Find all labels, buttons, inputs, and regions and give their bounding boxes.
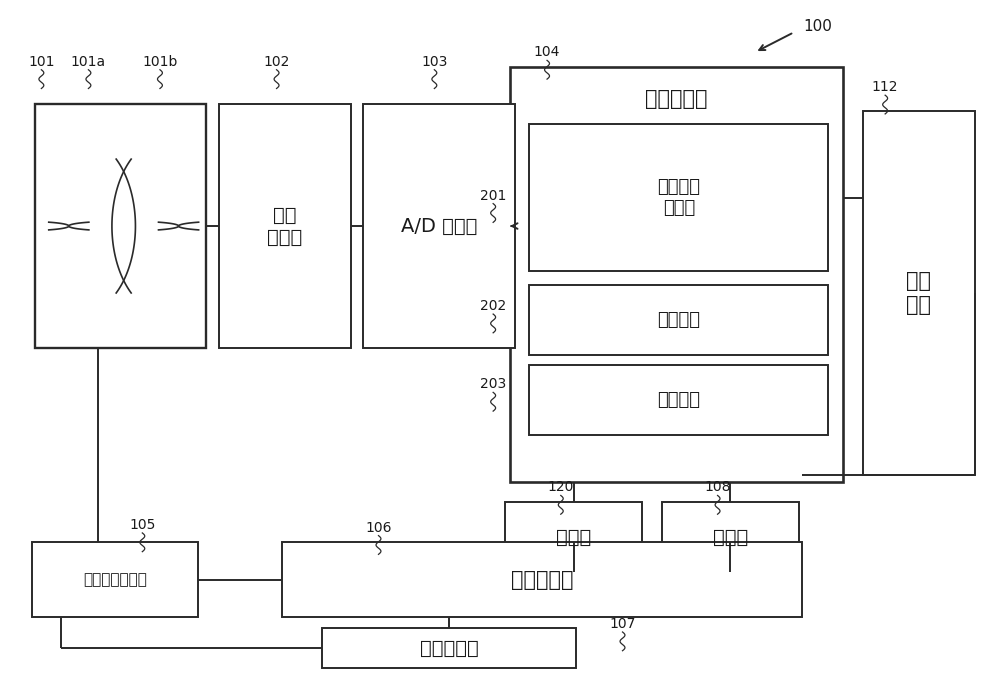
Text: 105: 105 xyxy=(129,518,155,532)
Bar xyxy=(662,502,799,572)
Bar xyxy=(34,104,206,348)
Text: 112: 112 xyxy=(872,80,898,94)
Text: 光学系统控制器: 光学系统控制器 xyxy=(83,572,147,587)
Text: 记录器: 记录器 xyxy=(713,528,748,547)
Text: 107: 107 xyxy=(609,617,636,631)
Text: 图像
传感器: 图像 传感器 xyxy=(267,206,303,247)
Text: 存储器: 存储器 xyxy=(556,528,591,547)
Text: 104: 104 xyxy=(534,45,560,59)
Text: 103: 103 xyxy=(421,55,448,69)
Bar xyxy=(505,502,642,572)
Bar xyxy=(529,124,828,271)
Text: 状态检测器: 状态检测器 xyxy=(420,639,478,658)
Text: 108: 108 xyxy=(704,480,731,494)
Bar xyxy=(863,111,975,475)
Bar xyxy=(219,104,351,348)
Bar xyxy=(282,542,802,617)
Text: 106: 106 xyxy=(365,520,392,535)
Text: 203: 203 xyxy=(480,377,506,391)
Text: 图像处理器: 图像处理器 xyxy=(645,89,708,109)
Text: 镖像处理: 镖像处理 xyxy=(657,311,700,329)
Text: 101a: 101a xyxy=(71,55,106,69)
Bar xyxy=(32,542,198,617)
Text: 202: 202 xyxy=(480,299,506,313)
Text: 201: 201 xyxy=(480,189,506,203)
Bar xyxy=(322,628,576,668)
Text: 120: 120 xyxy=(548,480,574,494)
Text: 101b: 101b xyxy=(142,55,178,69)
Bar xyxy=(529,365,828,435)
Text: 椭圆分布
生成器: 椭圆分布 生成器 xyxy=(657,178,700,217)
Text: 图像
显示: 图像 显示 xyxy=(906,271,931,315)
Text: 101: 101 xyxy=(28,55,55,69)
Bar xyxy=(363,104,515,348)
Bar xyxy=(510,67,843,482)
Text: A/D 转换器: A/D 转换器 xyxy=(401,217,477,236)
Bar xyxy=(529,285,828,355)
Text: 锐化处理: 锐化处理 xyxy=(657,391,700,409)
Text: 系统控制器: 系统控制器 xyxy=(511,570,573,590)
Text: 100: 100 xyxy=(804,19,833,34)
Text: 102: 102 xyxy=(263,55,290,69)
